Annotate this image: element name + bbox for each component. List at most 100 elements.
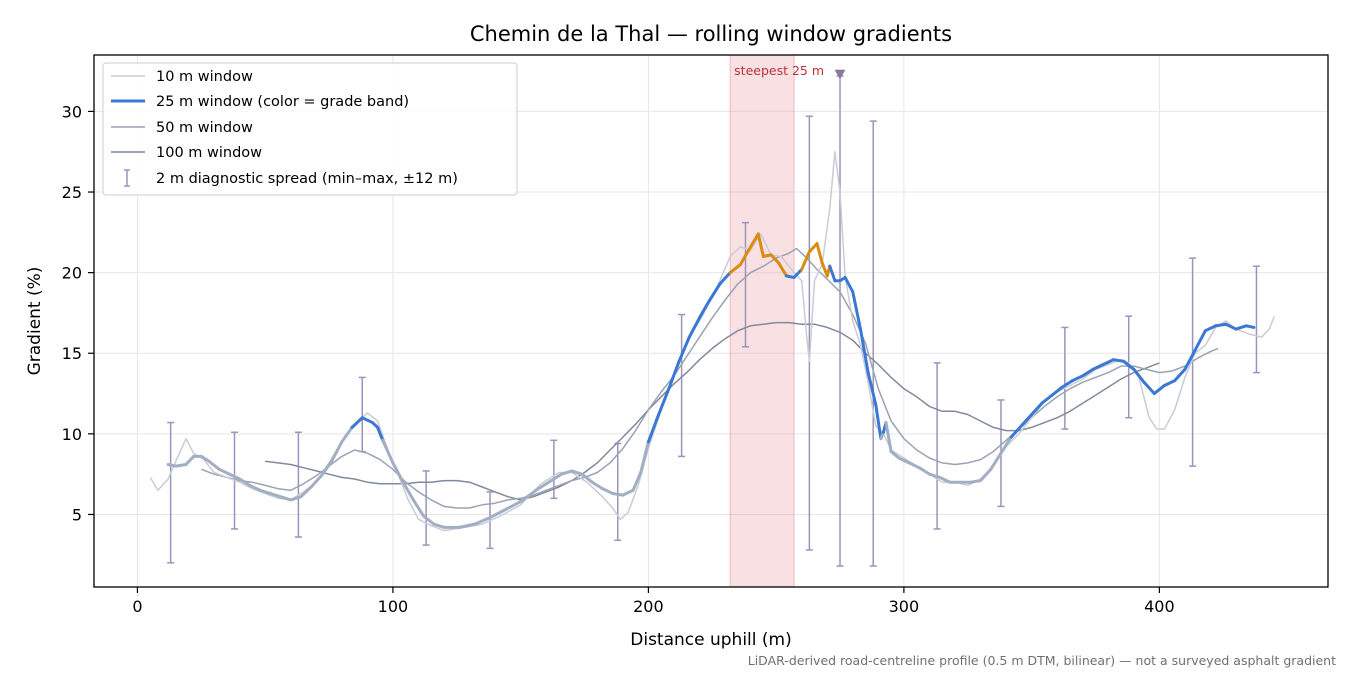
series-segment-25m xyxy=(718,271,732,286)
errorbar xyxy=(1061,326,1069,430)
series-segment-25m xyxy=(549,472,564,483)
y-tick-label: 30 xyxy=(62,102,82,121)
series-segment-25m xyxy=(657,387,671,417)
legend-label-50m: 50 m window xyxy=(156,120,253,136)
series-segment-25m xyxy=(1030,401,1044,417)
series-segment-25m xyxy=(391,461,405,484)
series-segment-25m xyxy=(979,467,993,483)
series-segment-25m xyxy=(299,485,313,499)
x-tick-label: 200 xyxy=(633,597,664,616)
series-segment-25m xyxy=(309,474,323,489)
steepest-span xyxy=(729,54,795,588)
series-segment-25m xyxy=(777,261,788,278)
steepest-span-band xyxy=(729,54,795,588)
series-segment-25m xyxy=(1091,363,1105,371)
series-segment-25m xyxy=(749,232,760,249)
series-segment-25m xyxy=(1081,367,1095,378)
series-segment-25m xyxy=(938,475,952,484)
series-segment-25m xyxy=(1234,324,1248,331)
axis-ticks: 0 100 200 300 400 5 10 15 20 25 30 xyxy=(62,102,1175,616)
series-segment-25m xyxy=(330,440,344,463)
x-tick-label: 100 xyxy=(378,597,409,616)
errorbar xyxy=(422,470,430,546)
series-segment-25m xyxy=(611,491,625,497)
series-segment-25m xyxy=(851,290,862,331)
series-segment-25m xyxy=(698,298,712,320)
series-segment-25m xyxy=(411,498,426,518)
series-segment-25m xyxy=(1224,322,1238,331)
series-segment-25m xyxy=(621,488,635,497)
series-segment-25m xyxy=(1244,324,1256,329)
errorbar xyxy=(933,362,941,530)
errorbar xyxy=(678,313,686,458)
series-segment-25m xyxy=(1162,379,1177,387)
series-segment-25m xyxy=(401,480,415,502)
series-segment-25m xyxy=(843,275,855,294)
steepest-marker xyxy=(834,69,846,80)
series-segment-25m xyxy=(639,440,650,475)
legend-swatch-errorbar xyxy=(124,169,130,187)
errorbar xyxy=(1252,265,1260,374)
series-segment-25m xyxy=(927,472,942,479)
series-segment-25m xyxy=(560,469,574,476)
legend-box xyxy=(102,62,518,196)
series-segment-25m xyxy=(1060,379,1075,389)
series-segment-25m xyxy=(268,491,283,499)
steepest-label: steepest 25 m xyxy=(734,63,824,78)
series-segment-25m xyxy=(340,425,354,444)
series-segment-25m xyxy=(422,514,436,526)
series-segment-25m xyxy=(488,508,507,520)
series-segment-25m xyxy=(807,242,819,254)
series-segment-25m xyxy=(279,495,293,502)
series-segment-25m xyxy=(917,466,931,476)
series-segment-25m xyxy=(248,483,262,492)
y-tick-label: 15 xyxy=(62,344,82,363)
series-segment-25m xyxy=(999,435,1013,455)
series-segment-25m xyxy=(889,450,901,460)
errorbar xyxy=(167,421,175,564)
series-segment-25m xyxy=(590,480,604,491)
series-segment-25m xyxy=(432,522,446,529)
errorbar xyxy=(805,115,813,551)
series-segment-25m xyxy=(360,416,374,425)
series-segment-25m xyxy=(503,500,523,512)
series-segment-25m xyxy=(1214,322,1228,328)
series-segment-25m xyxy=(677,335,691,363)
x-tick-label: 400 xyxy=(1144,597,1175,616)
series-segment-25m xyxy=(828,264,837,283)
series-segment-25m xyxy=(600,487,615,495)
series-segment-25m xyxy=(1173,367,1187,383)
series-segment-25m xyxy=(381,438,395,465)
annotations: steepest 25 m xyxy=(734,63,846,80)
series-line-50m xyxy=(201,247,1219,509)
series-segment-25m xyxy=(769,253,781,265)
series-segment-25m xyxy=(319,459,334,478)
series-segment-25m xyxy=(289,495,303,502)
y-tick-label: 20 xyxy=(62,264,82,283)
legend-label-100m: 100 m window xyxy=(156,145,262,161)
series-segment-25m xyxy=(1009,424,1023,439)
series-segment-25m xyxy=(989,451,1003,471)
series-segment-25m xyxy=(238,477,252,487)
series-segment-25m xyxy=(1203,324,1218,333)
series-segment-25m xyxy=(534,479,553,492)
series-segment-25m xyxy=(708,282,722,302)
series-segment-25m xyxy=(884,421,893,454)
series-segment-25m xyxy=(457,522,477,529)
chart-title: Chemin de la Thal — rolling window gradi… xyxy=(470,22,952,46)
plot-frame xyxy=(93,54,1329,588)
series-segment-25m xyxy=(756,232,765,259)
series-segment-25m xyxy=(866,371,878,407)
series-segment-25m xyxy=(227,472,242,481)
series-segment-25m xyxy=(473,516,492,526)
x-tick-label: 300 xyxy=(889,597,920,616)
series-segment-25m xyxy=(207,459,221,471)
legend-label-10m: 10 m window xyxy=(156,69,253,85)
series-segment-25m xyxy=(1040,393,1054,405)
series-segment-25m xyxy=(907,461,921,470)
errorbar xyxy=(294,431,302,538)
series-segment-25m xyxy=(184,454,196,466)
series-segment-25m xyxy=(1142,380,1156,396)
series-segment-25m xyxy=(519,488,538,504)
series-segment-25m xyxy=(1101,358,1115,367)
